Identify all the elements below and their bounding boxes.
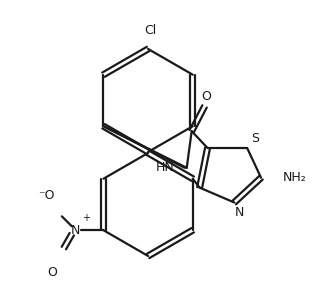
Text: N: N xyxy=(71,224,81,237)
Text: NH₂: NH₂ xyxy=(283,171,307,184)
Text: O: O xyxy=(47,266,57,279)
Text: +: + xyxy=(82,213,90,223)
Text: HN: HN xyxy=(156,161,175,174)
Text: ⁻O: ⁻O xyxy=(38,189,54,202)
Text: N: N xyxy=(235,206,244,219)
Text: Cl: Cl xyxy=(144,24,156,37)
Text: O: O xyxy=(202,90,211,103)
Text: S: S xyxy=(251,132,259,144)
